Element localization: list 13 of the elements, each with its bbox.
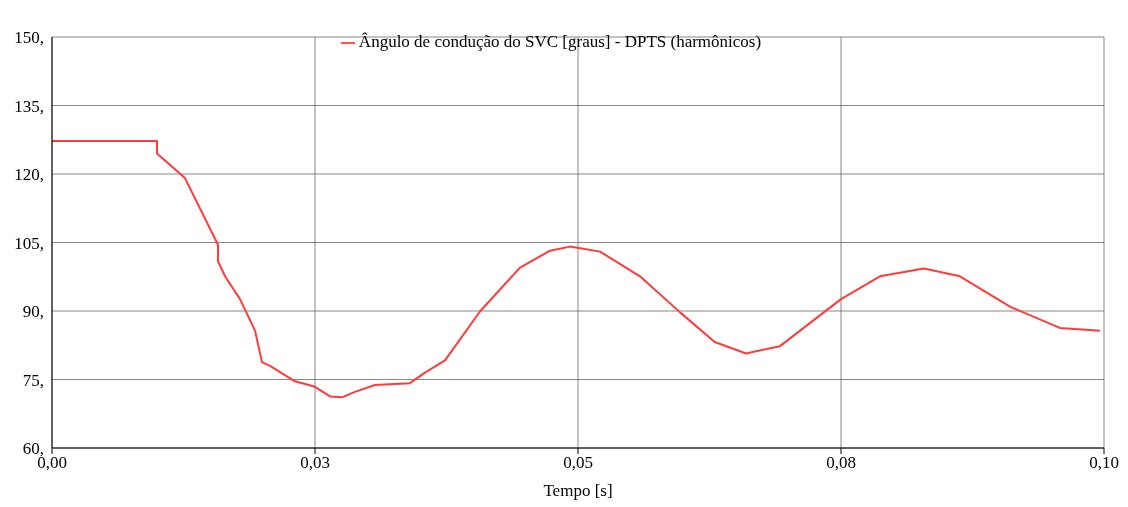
x-axis-title: Tempo [s] <box>543 481 613 500</box>
y-tick-label: 75, <box>22 370 44 390</box>
y-tick-label: 90, <box>22 302 44 322</box>
x-tick-label: 0,03 <box>300 453 330 473</box>
legend-label: Ângulo de condução do SVC [graus] - DPTS (harmônicos) <box>358 32 762 51</box>
x-tick-label: 0,10 <box>1089 453 1119 473</box>
y-tick-label: 105, <box>14 233 44 253</box>
line-series <box>52 140 1101 399</box>
y-tick-label: 150, <box>14 28 44 48</box>
y-tick-label: 135, <box>14 96 44 116</box>
x-tick-label: 0,05 <box>563 453 593 473</box>
y-tick-label: 120, <box>14 165 44 185</box>
x-tick-label: 0,08 <box>826 453 856 473</box>
